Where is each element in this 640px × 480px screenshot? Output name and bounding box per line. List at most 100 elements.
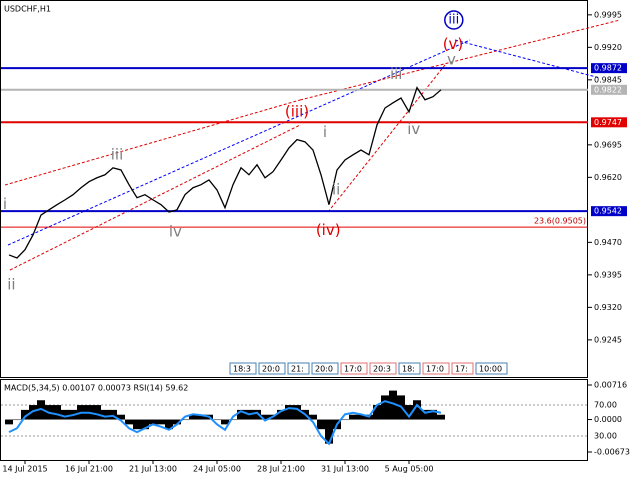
- wave-label: (v): [443, 35, 464, 53]
- level-value: 0.9822: [594, 85, 622, 94]
- macd-bar: [437, 414, 445, 420]
- level-box: [591, 206, 627, 217]
- macd-bar: [165, 419, 173, 430]
- trend-line: [7, 39, 471, 246]
- level-box: [591, 84, 627, 95]
- wave-label: iii: [111, 145, 124, 163]
- wave-label: ii: [7, 275, 15, 293]
- y-tick-label: 0.9395: [594, 270, 622, 279]
- macd-bar: [181, 419, 189, 421]
- wave-label: iii: [448, 13, 459, 28]
- wave-label: (iv): [316, 221, 341, 239]
- main-frame: [0, 0, 588, 378]
- macd-bar: [325, 419, 333, 444]
- y-tick-label: -0.00673: [594, 447, 630, 456]
- macd-bar: [213, 419, 221, 421]
- macd-bar: [381, 395, 389, 420]
- level-label: 23.6(0.9505): [534, 217, 586, 226]
- macd-bar: [125, 419, 133, 425]
- time-tag-label: 20:0: [315, 365, 333, 374]
- macd-bar: [349, 414, 357, 420]
- macd-bar: [189, 414, 197, 420]
- level-box: [591, 63, 627, 74]
- level-box: [591, 117, 627, 128]
- trend-line: [4, 99, 301, 186]
- sub-title: MACD(5,34,5) 0.00107 0.00073 RSI(14) 59.…: [4, 384, 188, 393]
- time-tag: [451, 362, 474, 375]
- level-value: 0.9747: [594, 118, 622, 127]
- x-tick-label: 24 Jul 05:00: [193, 465, 241, 474]
- time-tag-label: 20:3: [373, 365, 391, 374]
- macd-bar: [197, 414, 205, 420]
- y-tick-label: 0.9320: [594, 303, 622, 312]
- wave-label: iv: [407, 120, 420, 138]
- macd-bar: [293, 405, 301, 420]
- macd-bar: [141, 419, 149, 430]
- macd-bar: [413, 400, 421, 420]
- time-tag: [422, 362, 450, 375]
- rsi-line: [8, 400, 442, 446]
- y-tick-label: 0.9245: [594, 335, 622, 344]
- macd-bar: [237, 409, 245, 420]
- y-tick-label: 0.0000: [594, 415, 622, 424]
- macd-bar: [229, 419, 237, 421]
- time-tag: [258, 362, 286, 375]
- y2-tick-label: 30.00: [594, 431, 617, 440]
- level-value: 0.9542: [594, 207, 622, 216]
- wave-label: iv: [169, 222, 182, 240]
- time-tag: [398, 362, 421, 375]
- macd-bar: [13, 419, 21, 421]
- time-tag-label: 21:: [291, 365, 304, 374]
- time-tag: [475, 362, 508, 375]
- macd-bar: [101, 409, 109, 420]
- x-tick-label: 16 Jul 21:00: [65, 465, 113, 474]
- macd-bar: [277, 409, 285, 420]
- macd-bar: [357, 414, 365, 420]
- x-tick-label: 14 Jul 2015: [2, 465, 47, 474]
- y-tick-label: 0.9995: [594, 10, 622, 19]
- sub-frame: [0, 379, 588, 461]
- macd-bar: [173, 419, 181, 425]
- macd-bar: [133, 419, 141, 430]
- macd-bar: [341, 419, 349, 421]
- macd-bar: [21, 409, 29, 420]
- wave-label: iii: [390, 65, 403, 83]
- y-tick-label: 0.9470: [594, 238, 622, 247]
- trend-line: [9, 124, 301, 271]
- chart-title: USDCHF,H1: [4, 5, 51, 14]
- macd-bar: [405, 405, 413, 420]
- macd-bar: [389, 390, 397, 420]
- macd-bar: [157, 419, 165, 425]
- macd-bar: [117, 414, 125, 420]
- macd-bar: [221, 419, 229, 425]
- wave-label: i: [3, 195, 7, 213]
- x-tick-label: 5 Aug 05:00: [385, 465, 434, 474]
- y-tick-label: 0.9920: [594, 43, 622, 52]
- x-tick-label: 28 Jul 21:00: [257, 465, 305, 474]
- time-tag: [340, 362, 368, 375]
- wave-label: ii: [332, 180, 340, 198]
- time-tag-label: 18:3: [233, 365, 251, 374]
- time-tag-label: 20:0: [262, 365, 280, 374]
- time-tag-label: 10:00: [479, 365, 502, 374]
- macd-bar: [261, 414, 269, 420]
- price-line: [8, 86, 442, 259]
- macd-bar: [5, 419, 13, 425]
- time-tag: [287, 362, 310, 375]
- time-tag: [369, 362, 397, 375]
- wave-label: (iii): [285, 102, 309, 120]
- macd-bar: [253, 409, 261, 420]
- macd-bar: [285, 405, 293, 420]
- time-tag: [229, 362, 257, 375]
- macd-bar: [421, 409, 429, 420]
- y2-tick-label: 70.00: [594, 401, 617, 410]
- x-tick-label: 21 Jul 13:00: [129, 465, 177, 474]
- macd-bar: [53, 405, 61, 420]
- time-tag-label: 17:: [455, 365, 468, 374]
- y-tick-label: 0.00716: [594, 381, 627, 390]
- macd-bar: [149, 419, 157, 425]
- macd-bar: [429, 409, 437, 420]
- macd-bar: [373, 405, 381, 420]
